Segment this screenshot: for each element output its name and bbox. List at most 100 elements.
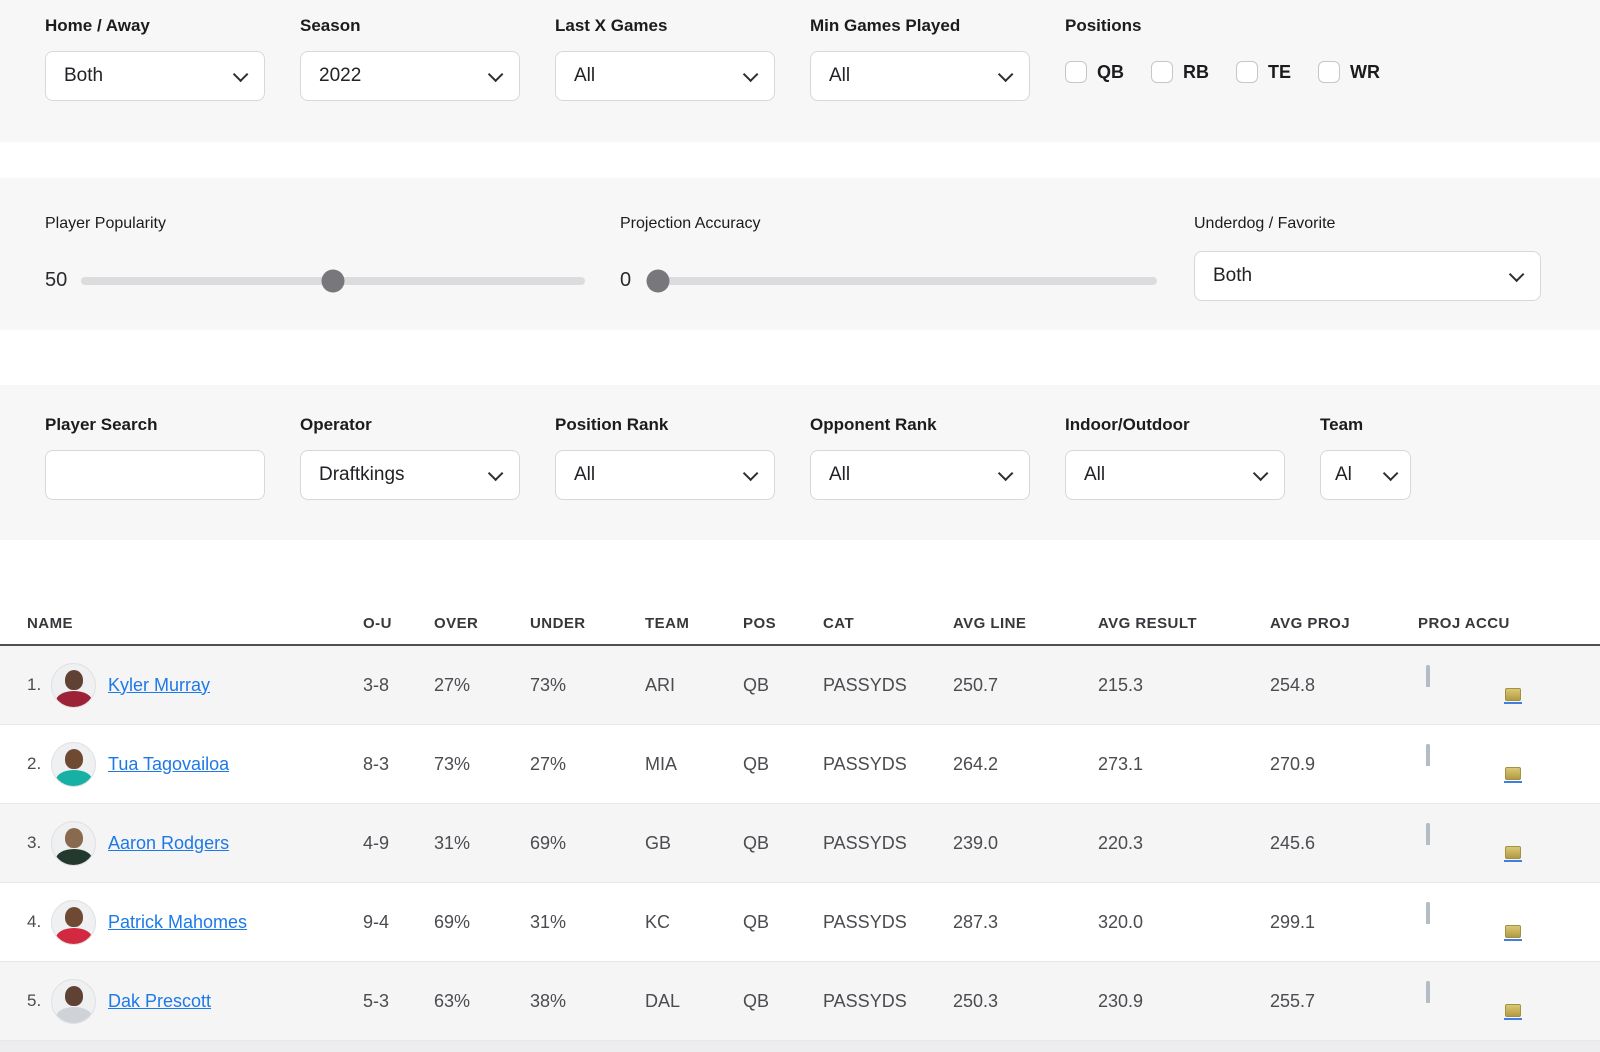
pos-cell: QB [743,753,770,774]
cat-cell: PASSYDS [823,753,907,774]
projection-accuracy-label: Projection Accuracy [620,215,761,232]
home-away-select[interactable]: Both [45,51,265,101]
player-name-link[interactable]: Kyler Murray [108,674,211,695]
over-cell: 69% [434,911,471,932]
player-name-link[interactable]: Patrick Mahomes [108,911,248,932]
player-avatar [51,741,96,787]
ou-cell: 9-4 [363,911,390,932]
opponent-rank-select[interactable]: All [810,450,1030,500]
season-select[interactable]: 2022 [300,51,520,101]
player-popularity-slider-thumb[interactable] [321,269,345,292]
section-divider [0,330,1600,385]
chevron-down-icon [487,465,504,481]
chevron-down-icon [997,465,1014,481]
season-label: Season [300,16,361,35]
cat-cell: PASSYDS [823,832,907,853]
last-x-games-label: Last X Games [555,16,668,35]
team-filter: Team Al [1320,415,1411,540]
operator-select[interactable]: Draftkings [300,450,520,500]
col-header-avg-line: AVG LINE [953,615,1027,632]
player-search-input[interactable] [45,450,265,500]
row-rank: 4. [27,912,42,931]
avg-proj-cell: 270.9 [1270,753,1316,774]
player-popularity-filter: Player Popularity 50 [45,215,585,330]
lock-icon[interactable] [1418,743,1600,783]
player-avatar [51,899,96,945]
team-cell: KC [645,911,671,932]
avg-result-cell: 220.3 [1098,832,1144,853]
player-name-link[interactable]: Tua Tagovailoa [108,753,230,774]
rb-checkbox-label: RB [1183,61,1209,82]
under-cell: 73% [530,674,567,695]
operator-filter: Operator Draftkings [300,415,520,540]
min-games-played-value: All [829,65,851,86]
under-cell: 27% [530,753,567,774]
section-divider [0,142,1600,178]
avg-proj-cell: 299.1 [1270,911,1316,932]
lock-icon[interactable] [1418,980,1600,1020]
position-checkitem-rb: RB [1151,61,1209,83]
team-cell: ARI [645,674,676,695]
pos-cell: QB [743,990,770,1011]
projection-accuracy-slider-track[interactable] [646,269,1157,292]
operator-label: Operator [300,415,372,434]
player-name-link[interactable]: Dak Prescott [108,990,212,1011]
rb-checkbox[interactable] [1151,61,1173,83]
under-cell: 69% [530,832,567,853]
col-header-under: UNDER [530,615,586,632]
team-cell: MIA [645,753,678,774]
filter-section-sliders: Player Popularity 50 Projection Accuracy… [0,178,1600,330]
opponent-rank-label: Opponent Rank [810,415,937,434]
avg-proj-cell: 245.6 [1270,832,1316,853]
season-value: 2022 [319,65,362,86]
indoor-outdoor-select[interactable]: All [1065,450,1285,500]
position-checkitem-qb: QB [1065,61,1124,83]
player-popularity-value: 50 [45,269,68,291]
position-checkitem-te: TE [1236,61,1291,83]
lock-icon[interactable] [1418,664,1600,704]
chevron-down-icon [487,66,504,82]
wr-checkbox-label: WR [1350,61,1381,82]
player-avatar [51,978,96,1024]
table-row: 4. Patrick Mahomes 9-4 69% 31% KC QB PAS… [0,883,1600,962]
underdog-favorite-label: Underdog / Favorite [1194,215,1336,232]
lock-icon[interactable] [1418,901,1600,941]
chevron-down-icon [742,465,759,481]
lock-icon[interactable] [1418,822,1600,862]
te-checkbox-label: TE [1268,61,1292,82]
season-filter: Season 2022 [300,16,520,142]
row-rank: 1. [27,675,42,694]
te-checkbox[interactable] [1236,61,1258,83]
min-games-played-select[interactable]: All [810,51,1030,101]
wr-checkbox[interactable] [1318,61,1341,83]
chevron-down-icon [1382,465,1399,481]
row-rank: 2. [27,754,42,773]
qb-checkbox[interactable] [1065,61,1087,83]
position-checkitem-wr: WR [1318,61,1380,83]
over-cell: 27% [434,674,471,695]
col-header-team: TEAM [645,615,690,632]
last-x-games-select[interactable]: All [555,51,775,101]
projection-accuracy-value: 0 [620,269,632,291]
indoor-outdoor-value: All [1084,464,1106,485]
avg-result-cell: 320.0 [1098,911,1144,932]
position-rank-label: Position Rank [555,415,669,434]
pos-cell: QB [743,911,770,932]
player-popularity-slider-track[interactable] [81,269,585,292]
projection-accuracy-slider-thumb[interactable] [646,269,670,292]
col-header-over: OVER [434,615,479,632]
section-divider [0,540,1600,585]
under-cell: 31% [530,911,567,932]
team-label: Team [1320,415,1364,434]
over-cell: 31% [434,832,471,853]
team-select[interactable]: Al [1320,450,1411,500]
chevron-down-icon [1508,266,1525,282]
avg-line-cell: 250.3 [953,990,999,1011]
table-header-row: NAME O-U OVER UNDER TEAM POS CAT AVG LIN… [0,585,1600,646]
player-name-link[interactable]: Aaron Rodgers [108,832,230,853]
underdog-favorite-select[interactable]: Both [1194,251,1541,301]
underdog-favorite-value: Both [1213,265,1253,286]
table-row: 2. Tua Tagovailoa 8-3 73% 27% MIA QB PAS… [0,725,1600,804]
position-rank-select[interactable]: All [555,450,775,500]
filter-section-top: Home / Away Both Season 2022 Last X Game… [0,0,1600,142]
